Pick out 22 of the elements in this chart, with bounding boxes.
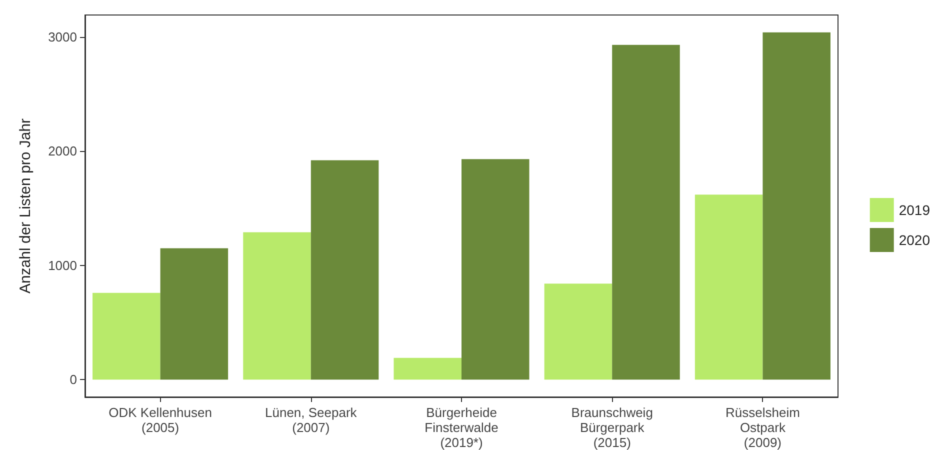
x-tick-label: Rüsselsheim Ostpark (2009) (725, 405, 800, 450)
bar (310, 160, 379, 380)
y-tick-label: 2000 (48, 144, 77, 159)
x-tick-label: Bürgerheide Finsterwalde (2019*) (424, 405, 498, 450)
bar (544, 284, 612, 380)
y-tick-label: 3000 (48, 29, 77, 44)
bar (762, 32, 830, 380)
bar (160, 248, 228, 380)
x-tick-label: ODK Kellenhusen (2005) (108, 405, 212, 435)
x-tick-label: Lünen, Seepark (2007) (265, 405, 358, 435)
y-axis-title: Anzahl der Listen pro Jahr (17, 118, 34, 294)
y-tick-label: 0 (70, 372, 77, 388)
legend-label: 2020 (898, 232, 930, 248)
x-tick-label: Braunschweig Bürgerpark (2015) (571, 405, 653, 450)
legend-label: 2019 (898, 202, 930, 218)
bar (694, 194, 763, 380)
bar (394, 358, 462, 380)
bar (612, 44, 680, 380)
y-tick-label: 1000 (48, 258, 77, 273)
bar (462, 159, 530, 380)
bar (243, 232, 311, 380)
bar (92, 292, 160, 380)
